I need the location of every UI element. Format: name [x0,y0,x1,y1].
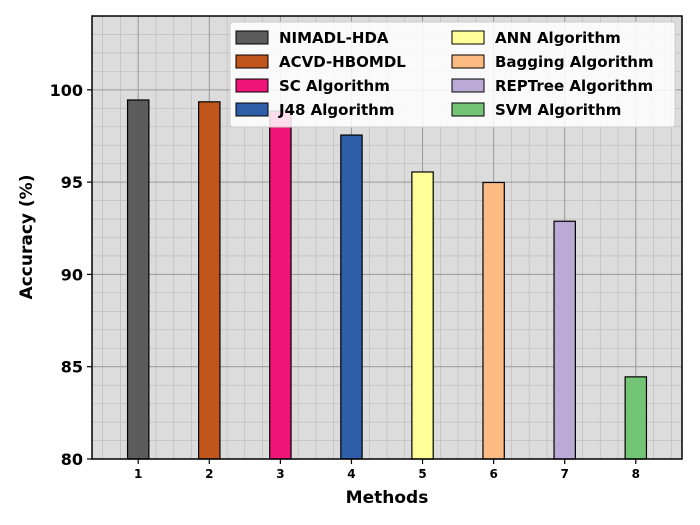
legend-swatch [235,30,269,45]
legend-label: NIMADL-HDA [279,29,389,47]
legend-label: J48 Algorithm [278,101,395,119]
bar-8 [624,376,648,460]
y-tick-label: 85 [61,358,83,377]
x-tick-label: 6 [489,467,497,481]
y-tick-label: 95 [61,173,83,192]
legend-label: REPTree Algorithm [495,77,653,95]
bar-2 [198,101,221,460]
legend-swatch [235,54,269,69]
legend-swatch [235,78,269,93]
x-tick-label: 3 [276,467,284,481]
legend-label: ANN Algorithm [495,29,621,47]
plot-frame [91,15,683,460]
bar-7 [553,220,576,460]
legend: NIMADL-HDA ACVD-HBOMDL SC Algorithm J48 Alg… [229,21,676,128]
legend-label: Bagging Algorithm [495,53,654,71]
y-tick-label: 100 [50,81,83,100]
legend-label: SC Algorithm [279,77,390,95]
y-tick-label: 80 [61,450,83,469]
bar-5 [411,171,434,460]
x-axis-title: Methods [346,488,429,508]
y-axis-title: Accuracy (%) [17,175,37,300]
x-tick-label: 2 [205,467,213,481]
legend-box [229,21,676,128]
legend-swatch [451,30,485,45]
legend-label: SVM Algorithm [495,101,621,119]
bar-4 [340,134,363,460]
x-tick-label: 7 [561,467,569,481]
x-axis: 1 2 3 4 5 6 7 8 [134,459,640,481]
bars [126,99,648,460]
y-tick-label: 90 [61,265,83,284]
x-tick-label: 5 [418,467,426,481]
x-tick-label: 4 [347,467,355,481]
legend-label: ACVD-HBOMDL [279,53,406,71]
y-axis: 80 85 90 95 100 [50,81,92,469]
legend-swatch [235,102,269,117]
x-tick-label: 1 [134,467,142,481]
legend-swatch [451,102,485,117]
bar-1 [126,99,150,460]
x-tick-label: 8 [632,467,640,481]
bar-6 [482,181,505,460]
bar-3 [269,110,292,460]
legend-swatch [451,54,485,69]
legend-swatch [451,78,485,93]
